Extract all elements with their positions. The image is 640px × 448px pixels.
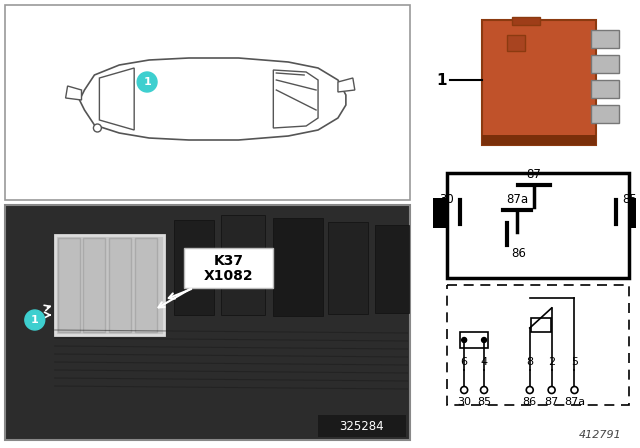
Bar [447,173,629,278]
Circle shape [461,337,467,343]
Bar [591,80,620,98]
Bar [318,415,406,437]
Bar [135,238,157,332]
Bar [5,205,410,440]
Bar [109,238,131,332]
Bar [460,332,488,348]
Text: 412791: 412791 [579,430,621,440]
Circle shape [481,337,486,343]
Text: 30: 30 [457,397,471,407]
Bar [83,238,106,332]
Text: 87a: 87a [506,193,528,206]
Bar [54,235,164,335]
Bar [591,30,620,48]
Text: 2: 2 [548,357,555,367]
Text: 6: 6 [461,357,468,367]
Text: 1: 1 [143,77,151,87]
Polygon shape [65,86,81,100]
Text: 86: 86 [523,397,537,407]
Text: 86: 86 [511,247,525,260]
Text: X1082: X1082 [204,269,253,283]
Text: 87: 87 [526,168,541,181]
Bar [591,55,620,73]
Bar [221,215,266,315]
Polygon shape [99,68,134,130]
Text: 8: 8 [526,357,533,367]
Text: 325284: 325284 [339,419,384,432]
Polygon shape [273,70,318,128]
Text: 5: 5 [571,357,578,367]
Bar [482,135,596,145]
Bar [433,198,449,228]
Bar [184,248,273,288]
Bar [507,35,525,51]
Bar [273,218,323,316]
Bar [591,105,620,123]
Text: 85: 85 [477,397,491,407]
Bar [482,20,596,145]
Bar [531,318,550,332]
Circle shape [461,387,468,393]
Circle shape [481,387,488,393]
Bar [5,5,410,200]
Bar [374,225,410,313]
Bar [58,238,79,332]
Text: 30: 30 [440,193,454,206]
Text: 1: 1 [436,73,447,87]
Text: 85: 85 [622,193,637,206]
Circle shape [571,387,578,393]
Polygon shape [79,58,346,140]
Circle shape [93,124,101,132]
Bar [447,285,629,405]
Text: 87: 87 [545,397,559,407]
Bar [174,220,214,315]
Circle shape [25,310,45,330]
Text: 87a: 87a [564,397,585,407]
Bar [512,17,540,25]
Bar [328,222,368,314]
Text: K37: K37 [214,254,244,268]
Circle shape [137,72,157,92]
Text: 1: 1 [31,315,38,325]
Polygon shape [338,78,355,92]
Circle shape [548,387,555,393]
Circle shape [526,387,533,393]
Text: 4: 4 [481,357,488,367]
Bar [629,198,640,228]
